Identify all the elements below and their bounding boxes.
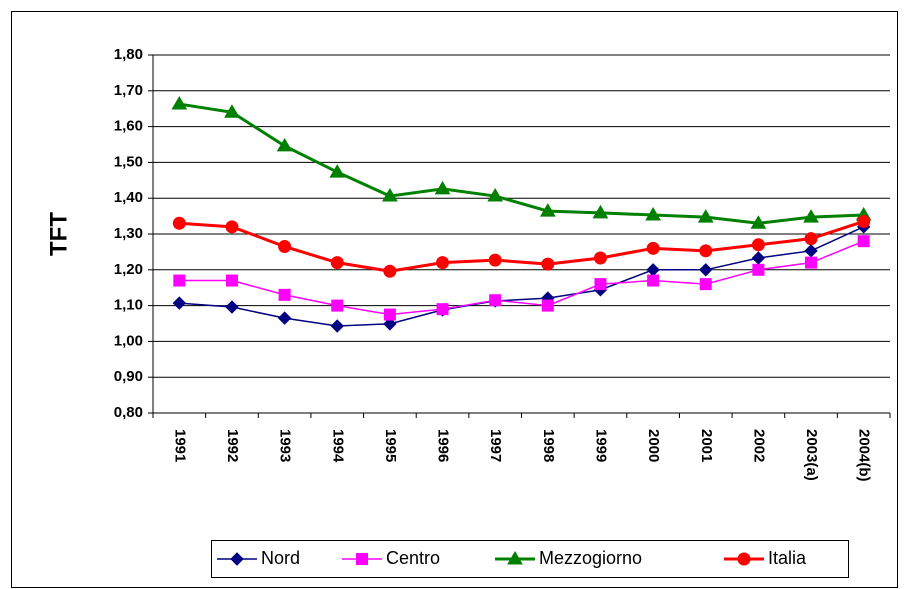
marker xyxy=(805,256,818,269)
legend: Nord Centro Mezzogiorno Italia xyxy=(211,540,849,578)
marker xyxy=(752,263,765,276)
line xyxy=(179,240,864,316)
legend-label: Centro xyxy=(386,548,440,568)
marker xyxy=(436,303,449,316)
y-tick-label: 1,20 xyxy=(114,261,143,278)
y-tick-label: 1,40 xyxy=(114,189,143,206)
marker xyxy=(329,164,346,178)
line xyxy=(179,226,864,327)
x-tick-label: 1991 xyxy=(171,429,188,462)
marker xyxy=(593,251,607,265)
y-tick-label: 1,30 xyxy=(114,225,143,242)
line xyxy=(179,220,865,273)
series xyxy=(171,96,872,229)
x-tick-label: 2001 xyxy=(698,429,715,462)
y-tick-label: 0,90 xyxy=(114,368,143,385)
marker xyxy=(697,209,714,223)
marker xyxy=(436,256,450,270)
series xyxy=(173,235,870,321)
x-tick-label: 1999 xyxy=(592,429,609,462)
x-tick-label: 1993 xyxy=(277,429,294,462)
marker xyxy=(750,215,767,229)
marker xyxy=(383,317,397,331)
x-tick-label: 1997 xyxy=(487,429,504,462)
marker xyxy=(487,188,504,202)
marker xyxy=(278,288,291,301)
marker xyxy=(751,238,765,252)
chart-frame xyxy=(11,11,898,588)
y-axis-title: TFT xyxy=(45,212,72,256)
x-tick-label: 1992 xyxy=(224,429,241,462)
marker xyxy=(737,552,751,566)
marker xyxy=(382,188,398,202)
x-tick-label: 2000 xyxy=(645,429,662,462)
marker xyxy=(803,209,819,223)
marker xyxy=(330,256,344,270)
marker xyxy=(230,552,244,566)
legend-label: Italia xyxy=(768,548,807,568)
marker xyxy=(699,244,713,258)
marker xyxy=(646,241,660,255)
marker xyxy=(541,299,554,312)
marker xyxy=(699,278,712,291)
marker xyxy=(539,203,556,217)
marker xyxy=(594,278,607,291)
marker xyxy=(224,104,240,118)
marker xyxy=(331,299,344,312)
marker xyxy=(541,257,555,271)
marker xyxy=(172,296,187,310)
marker xyxy=(225,274,238,287)
marker xyxy=(277,311,292,325)
marker xyxy=(172,216,186,230)
marker xyxy=(592,204,609,219)
line xyxy=(179,102,864,225)
marker xyxy=(434,180,451,195)
marker xyxy=(804,232,818,246)
y-tick-label: 0,80 xyxy=(114,404,143,421)
marker xyxy=(171,96,188,110)
x-tick-label: 1998 xyxy=(540,429,557,462)
marker xyxy=(276,137,293,152)
marker xyxy=(278,240,292,254)
marker xyxy=(225,300,239,314)
y-tick-label: 1,10 xyxy=(114,297,143,314)
x-tick-label: 1994 xyxy=(329,429,346,463)
x-tick-label: 1996 xyxy=(435,429,452,462)
marker xyxy=(383,264,397,278)
marker xyxy=(356,553,368,565)
marker xyxy=(699,263,713,277)
y-tick-label: 1,80 xyxy=(114,46,143,63)
marker xyxy=(330,319,344,333)
series xyxy=(172,214,871,278)
marker xyxy=(647,274,660,287)
legend-label: Nord xyxy=(261,548,300,568)
y-tick-label: 1,00 xyxy=(114,332,143,349)
marker xyxy=(489,294,502,307)
marker xyxy=(507,551,523,565)
marker xyxy=(173,274,186,287)
y-tick-label: 1,60 xyxy=(114,118,143,135)
marker xyxy=(857,214,871,228)
x-tick-label: 2003(a) xyxy=(803,429,820,481)
x-tick-label: 1995 xyxy=(382,429,399,462)
marker xyxy=(383,308,396,321)
legend-label: Mezzogiorno xyxy=(539,548,642,568)
marker xyxy=(225,220,239,234)
marker xyxy=(857,235,870,248)
marker xyxy=(488,253,502,267)
x-tick-label: 2002 xyxy=(750,429,767,462)
y-tick-label: 1,50 xyxy=(114,153,143,170)
x-tick-label: 2004(b) xyxy=(856,429,873,482)
marker xyxy=(645,207,661,221)
y-tick-label: 1,70 xyxy=(114,82,143,99)
